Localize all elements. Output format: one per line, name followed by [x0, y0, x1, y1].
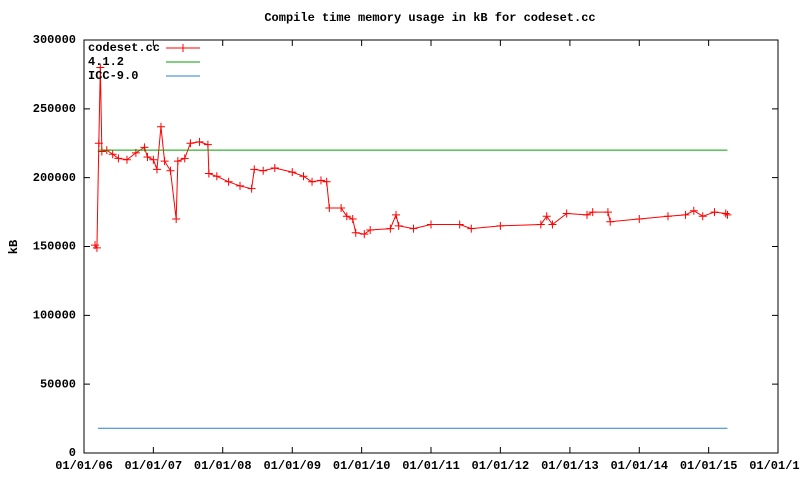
point-marker	[392, 210, 401, 219]
y-tick-label: 200000	[33, 171, 76, 185]
point-marker	[203, 140, 212, 149]
x-tick-label: 01/01/14	[610, 459, 668, 473]
point-marker	[603, 208, 612, 217]
point-marker	[723, 210, 732, 219]
point-marker	[583, 210, 592, 219]
point-marker	[180, 154, 189, 163]
legend-label: codeset.cc	[88, 41, 160, 55]
point-marker	[337, 203, 346, 212]
point-marker	[236, 181, 245, 190]
point-marker	[409, 224, 418, 233]
point-marker	[195, 137, 204, 146]
point-marker	[548, 220, 557, 229]
legend-label: ICC-9.0	[88, 69, 138, 83]
plot-border	[83, 39, 779, 454]
point-marker	[152, 165, 161, 174]
x-tick-label: 01/01/10	[333, 459, 391, 473]
point-marker	[663, 212, 672, 221]
point-marker	[212, 172, 221, 181]
series-line	[94, 67, 728, 250]
x-tick-label: 01/01/09	[263, 459, 321, 473]
point-marker	[247, 184, 256, 193]
point-marker	[259, 166, 268, 175]
y-tick-label: 250000	[33, 102, 76, 116]
chart-title: Compile time memory usage in kB for code…	[264, 11, 595, 25]
x-tick-label: 01/01/08	[194, 459, 252, 473]
point-marker	[186, 139, 195, 148]
point-marker	[394, 221, 403, 230]
point-marker	[316, 176, 325, 185]
point-marker	[698, 212, 707, 221]
point-marker	[308, 177, 317, 186]
point-marker	[97, 147, 106, 156]
x-tick-label: 01/01/11	[402, 459, 460, 473]
y-tick-label: 50000	[40, 377, 76, 391]
point-marker	[588, 208, 597, 217]
y-tick-label: 0	[69, 446, 76, 460]
point-marker	[721, 209, 730, 218]
y-axis-label: kB	[7, 240, 21, 254]
point-marker	[536, 220, 545, 229]
point-marker	[92, 243, 101, 252]
point-marker	[635, 214, 644, 223]
point-marker	[299, 172, 308, 181]
point-marker	[351, 228, 360, 237]
point-marker	[204, 169, 213, 178]
point-marker	[96, 63, 105, 72]
point-marker	[455, 220, 464, 229]
point-marker	[360, 230, 369, 239]
point-marker	[94, 139, 103, 148]
y-tick-label: 100000	[33, 309, 76, 323]
point-marker	[166, 166, 175, 175]
legend-label: 4.1.2	[88, 55, 124, 69]
point-marker	[224, 177, 233, 186]
point-marker	[689, 206, 698, 215]
point-marker	[467, 224, 476, 233]
point-marker	[160, 157, 169, 166]
point-marker	[172, 214, 181, 223]
point-marker	[366, 225, 375, 234]
point-marker	[681, 210, 690, 219]
point-marker	[156, 122, 165, 131]
x-tick-label: 01/01/06	[55, 459, 113, 473]
x-tick-label: 01/01/13	[541, 459, 599, 473]
point-marker	[149, 155, 158, 164]
legend-marker	[179, 44, 187, 52]
x-tick-label: 01/01/15	[680, 459, 738, 473]
point-marker	[322, 177, 331, 186]
point-marker	[348, 214, 357, 223]
point-marker	[114, 154, 123, 163]
point-marker	[122, 155, 131, 164]
point-marker	[108, 150, 117, 159]
x-tick-label: 01/01/12	[472, 459, 530, 473]
point-marker	[542, 212, 551, 221]
point-marker	[288, 168, 297, 177]
y-tick-label: 300000	[33, 33, 76, 47]
point-marker	[342, 212, 351, 221]
x-tick-label: 01/01/07	[125, 459, 183, 473]
point-marker	[606, 217, 615, 226]
y-tick-label: 150000	[33, 240, 76, 254]
point-marker	[496, 221, 505, 230]
point-marker	[325, 203, 334, 212]
point-marker	[710, 208, 719, 217]
point-marker	[562, 209, 571, 218]
point-marker	[250, 165, 259, 174]
point-marker	[427, 220, 435, 229]
x-tick-label: 01/01/16	[749, 459, 800, 473]
point-marker	[173, 157, 182, 166]
point-marker	[386, 224, 395, 233]
point-marker	[143, 153, 152, 162]
point-marker	[270, 164, 279, 173]
